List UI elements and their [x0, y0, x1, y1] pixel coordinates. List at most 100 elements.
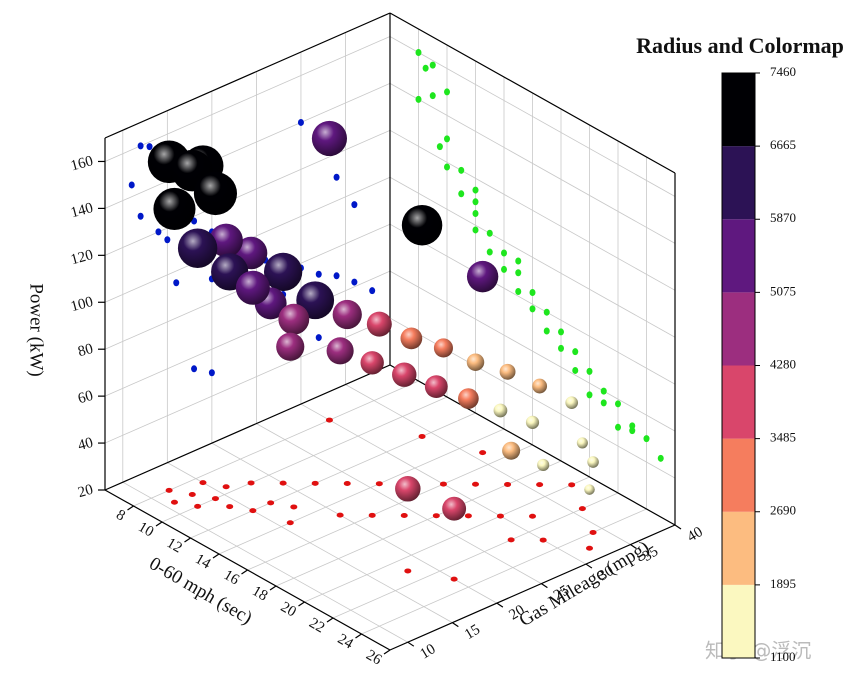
z-tick-label: 40	[76, 435, 95, 454]
floor-projection	[311, 480, 319, 486]
floor-projection	[368, 512, 376, 518]
x-wall-projection	[333, 272, 340, 280]
y-tick-label: 40	[685, 524, 706, 545]
z-tick-label: 100	[69, 294, 95, 315]
y-wall-projection	[586, 391, 593, 399]
grid-line	[389, 36, 676, 197]
y-wall-projection	[543, 327, 550, 335]
z-axis-label: Power (kW)	[26, 283, 47, 376]
x-wall-projection	[315, 270, 322, 278]
y-tick-label: 10	[417, 641, 438, 662]
bubble	[360, 351, 384, 375]
tick-mark	[326, 617, 334, 623]
floor-projection	[226, 504, 234, 510]
y-wall-projection	[415, 48, 422, 56]
bubble	[332, 299, 362, 330]
grid-line	[133, 380, 419, 507]
y-tick-label: 30	[596, 563, 617, 584]
x-wall-projection	[333, 173, 340, 181]
floor-projection	[188, 491, 196, 497]
colorbar-band	[722, 511, 755, 585]
bubble	[235, 270, 270, 305]
bubble	[537, 458, 550, 472]
bubble	[576, 437, 588, 449]
colorbar-tick-label: 2690	[770, 503, 796, 518]
x-wall-projection	[155, 228, 162, 236]
floor-projection	[400, 513, 408, 518]
x-tick-label: 16	[221, 567, 242, 589]
floor-projection	[472, 481, 479, 487]
tick-mark	[184, 537, 191, 543]
y-wall-projection	[543, 308, 550, 316]
tick-mark	[496, 602, 504, 608]
grid-line	[104, 36, 391, 162]
x-tick-label: 12	[164, 535, 185, 556]
y-tick-label: 25	[551, 583, 572, 604]
grid-line	[161, 396, 448, 523]
axis-frame	[389, 524, 676, 651]
floor-projection	[199, 480, 207, 486]
x-wall-projection	[297, 118, 304, 126]
z-tick-label: 120	[69, 247, 95, 268]
floor-projection	[249, 508, 257, 514]
x-wall-projection	[369, 287, 376, 295]
colorbar-band	[722, 292, 755, 366]
y-wall-projection	[422, 64, 429, 72]
axis-frame	[389, 12, 676, 174]
y-wall-projection	[657, 454, 664, 462]
colorbar-tick-label: 1100	[770, 649, 796, 664]
tick-mark	[212, 553, 220, 559]
bubble	[433, 338, 453, 358]
z-tick-label: 60	[76, 388, 95, 407]
y-wall-projection	[486, 248, 493, 256]
bubble	[276, 332, 305, 361]
axis-frame	[104, 489, 391, 651]
tick-mark	[355, 633, 362, 639]
grid-line	[389, 223, 676, 385]
floor-projection	[507, 537, 515, 543]
bubble	[326, 337, 354, 365]
bubble	[395, 476, 421, 502]
floor-projection	[504, 481, 512, 487]
y-wall-projection	[615, 423, 621, 431]
floor-projection	[375, 481, 383, 487]
floor-projection	[247, 480, 255, 486]
y-wall-projection	[444, 88, 450, 96]
colorbar-tick-label: 3485	[770, 430, 796, 445]
y-wall-projection	[501, 265, 507, 273]
grid-line	[304, 476, 590, 603]
z-tick-label: 80	[76, 341, 95, 360]
floor-projection	[286, 520, 294, 526]
y-wall-projection	[515, 257, 522, 265]
y-wall-projection	[558, 344, 564, 352]
y-wall-projection	[629, 427, 636, 435]
y-wall-projection	[429, 61, 436, 69]
floor-projection	[450, 576, 458, 582]
x-wall-projection	[351, 278, 358, 286]
y-wall-projection	[600, 399, 607, 407]
x-wall-projection	[173, 279, 180, 287]
x-wall-projection	[146, 143, 153, 151]
bubble	[458, 388, 479, 409]
bubble	[400, 327, 423, 350]
bubble	[278, 303, 310, 335]
tick-mark	[383, 649, 391, 655]
y-wall-projection	[444, 135, 450, 143]
y-wall-projection	[415, 95, 422, 103]
z-tick-label: 160	[69, 153, 95, 174]
y-wall-projection	[586, 367, 593, 375]
bubble	[193, 171, 238, 216]
bubble	[424, 375, 448, 399]
bubble	[493, 403, 508, 418]
x-wall-projection	[315, 334, 322, 342]
colorbar-tick-label: 4280	[770, 356, 796, 371]
y-wall-projection	[458, 166, 465, 174]
y-wall-projection	[472, 198, 479, 206]
grid-line	[104, 83, 391, 209]
x-tick-label: 18	[249, 583, 270, 604]
grid-line	[275, 460, 562, 587]
floor-projection	[464, 513, 472, 519]
grid-line	[104, 129, 391, 256]
bubble	[532, 378, 548, 394]
